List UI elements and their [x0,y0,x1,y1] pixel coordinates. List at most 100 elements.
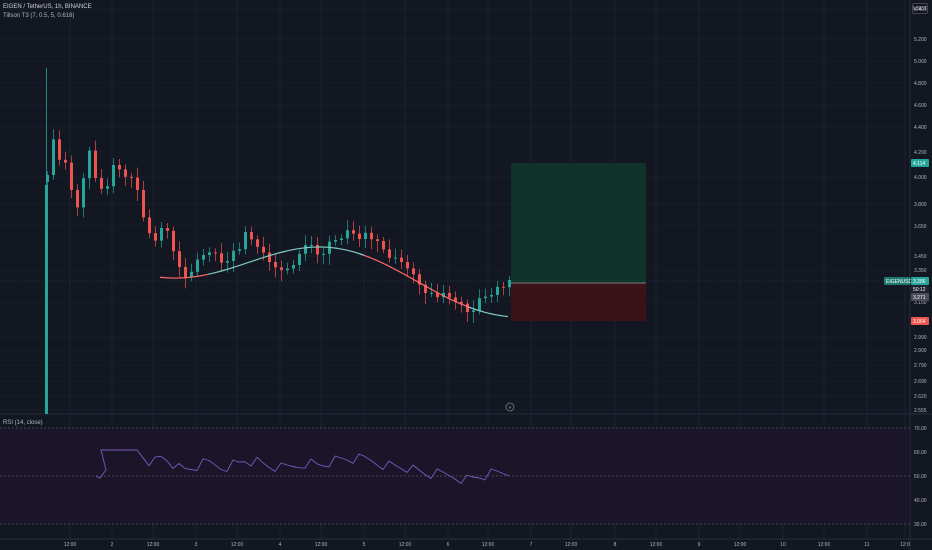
loss-zone[interactable] [511,283,646,321]
candle-body [340,238,343,240]
svg-text:50:12: 50:12 [913,287,926,293]
entry-price-tag: 3.271 [911,293,929,301]
candle-body [268,253,271,262]
symbol-tag: EIGENUSDT [884,277,915,285]
svg-text:EIGENUSDT: EIGENUSDT [886,279,915,285]
candle-body [52,139,55,175]
candle-body [358,234,361,239]
price-tick-label: 4.400 [914,125,927,131]
candle-body [496,287,499,295]
currency-button[interactable]: USDT [912,3,928,14]
candle-body [370,233,373,239]
candle-body [214,252,217,253]
bar-countdown-tag: 50:12 [911,285,929,293]
svg-text:4.114: 4.114 [913,161,925,167]
candle-body [472,310,475,312]
time-tick-label: 12:00 [399,542,412,548]
price-tick-label: 2.900 [914,348,927,354]
price-tags: 4.114 EIGENUSDT3.286 50:12 3.271 3.064 [884,159,929,325]
candle-body [406,262,409,268]
candle-body [178,251,181,267]
target-price-tag: 4.114 [911,159,929,167]
indicator-title[interactable]: Tillson T3 (7, 0.5, 5, 0.618) [3,13,74,19]
chevron-double-right-icon: » [508,405,511,411]
candle-body [232,251,235,261]
candle-body [262,247,265,253]
profit-zone[interactable] [511,163,646,283]
candle-body [310,245,313,246]
time-tick-label: 3 [195,542,198,548]
candle-body [148,217,151,233]
time-tick-label: 10 [780,542,786,548]
candle-body [274,262,277,267]
symbol-title[interactable]: EIGEN / TetherUS, 1h, BINANCE [3,4,92,10]
time-tick-label: 11 [864,542,869,548]
stop-price-tag: 3.064 [911,317,929,325]
rsi-axis[interactable]: 70.00 60.00 50.00 40.00 30.00 [914,426,927,528]
svg-text:3.286: 3.286 [913,279,926,285]
candle-body [202,255,205,260]
candle-body [316,245,319,254]
candle-body [45,185,48,414]
candle-body [484,297,487,299]
time-tick-label: 12:0 [900,542,910,548]
candle-body [106,186,109,189]
price-tick-label: 5.200 [914,37,927,43]
candle-body [160,228,163,241]
candle-body [322,254,325,255]
candle-body [70,163,73,190]
price-tick-label: 2.690 [914,379,927,385]
candle-body [208,252,211,255]
candle-body [64,160,67,163]
time-axis[interactable]: 12:00 2 12:00 3 12:00 4 12:00 5 12:00 6 12:00 7 12:0… [64,542,910,548]
candle-body [226,261,229,263]
candle-body [136,178,139,190]
price-tick-label: 4.800 [914,81,927,87]
candle-body [88,151,91,179]
price-tick-label: 3.800 [914,202,927,208]
price-tick-label: 2.555 [914,408,927,414]
time-tick-label: 12:00 [147,542,160,548]
candle-body [466,304,469,312]
last-price-tag: 3.286 [911,277,929,285]
time-tick-label: 7 [530,542,533,548]
candle-body [412,268,415,274]
time-tick-label: 12:00 [482,542,495,548]
candle-body [112,165,115,186]
candle-body [430,293,433,294]
time-tick-label: 12:00 [231,542,244,548]
price-axis[interactable]: 5.400 5.200 5.000 4.800 4.600 4.400 4.200 4.000… [914,7,927,414]
candle-body [166,228,169,231]
candle-body [154,233,157,240]
candle-body [130,177,133,178]
candle-body [118,165,121,169]
time-tick-label: 12:00 [734,542,747,548]
goto-realtime-button[interactable]: » [506,403,514,411]
candle-body [196,260,199,272]
price-tick-label: 5.000 [914,59,927,65]
price-tick-label: 3.650 [914,224,927,230]
price-tick-label: 2.620 [914,394,927,400]
price-tick-label: 2.790 [914,363,927,369]
rsi-title[interactable]: RSI (14, close) [3,420,43,426]
rsi-tick-label: 40.00 [914,498,927,504]
candle-body [382,241,385,249]
time-tick-label: 12:00 [64,542,77,548]
candle-body [490,295,493,297]
candle-body [184,267,187,277]
candle-body [172,231,175,251]
candle-body [250,232,253,239]
candle-body [394,258,397,259]
time-tick-label: 6 [447,542,450,548]
rsi-tick-label: 60.00 [914,450,927,456]
candle-body [82,178,85,207]
time-tick-label: 8 [614,542,617,548]
candle-body [352,230,355,233]
candle-body [364,233,367,239]
price-tick-label: 4.600 [914,103,927,109]
svg-text:3.271: 3.271 [913,295,926,301]
svg-text:3.064: 3.064 [913,319,926,325]
candle-body [298,254,301,265]
candle-body [238,249,241,251]
